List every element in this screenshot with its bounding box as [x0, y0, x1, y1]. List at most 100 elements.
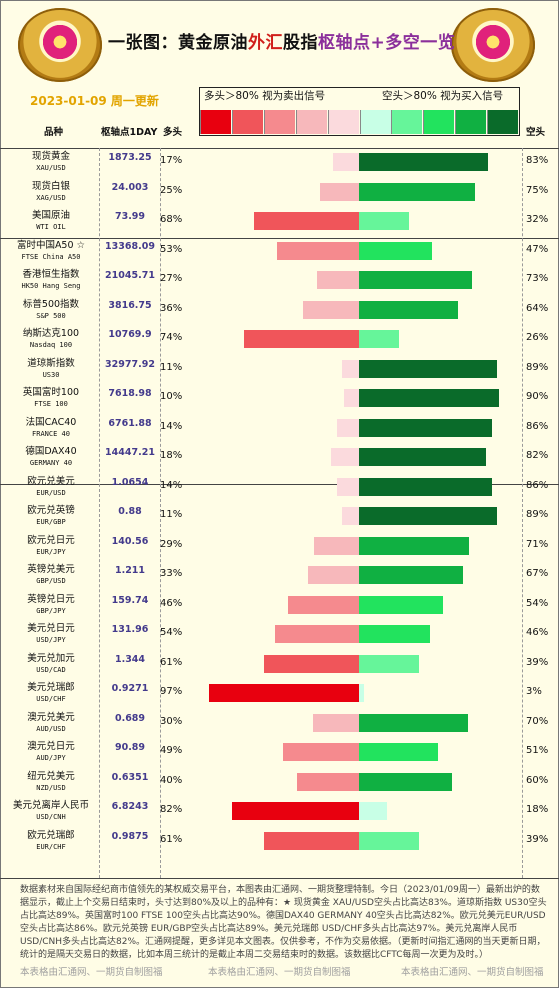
pivot-value: 3816.75	[108, 299, 152, 311]
instrument-code: EUR/USD	[36, 488, 66, 497]
title-part5: +多空一览	[370, 33, 456, 53]
instrument-name: 纳斯达克100	[22, 328, 80, 339]
long-percent: 11%	[160, 361, 183, 373]
pivot-value: 14447.21	[105, 447, 155, 458]
header-short: 空头	[526, 127, 546, 138]
instrument-name: 美元兑加元	[27, 652, 75, 664]
watermark-left: 本表格由汇通网、一期货自制图福	[20, 967, 163, 978]
row-name-cell: 美元兑离岸人民币 USD/CNH	[4, 800, 98, 822]
row-name-cell: 道琼斯指数 US30	[4, 358, 98, 380]
legend-swatch	[263, 110, 295, 134]
instrument-code: Nasdaq 100	[29, 341, 73, 349]
long-bar	[331, 448, 359, 466]
short-bar	[359, 448, 487, 466]
long-percent: 40%	[160, 774, 183, 786]
pivot-value: 0.9875	[111, 830, 149, 842]
row-name-cell: 欧元兑瑞郎 EUR/CHF	[4, 830, 98, 852]
instrument-code: FRANCE 40	[32, 429, 70, 438]
long-bar	[320, 182, 359, 201]
legend-swatch	[359, 110, 391, 134]
instrument-code: NZD/USD	[36, 783, 66, 792]
long-percent: 97%	[160, 686, 183, 697]
instrument-name: 纽元兑美元	[27, 770, 75, 782]
long-bar	[275, 625, 359, 643]
row-name-cell: 英镑兑日元 GBP/JPY	[4, 594, 98, 616]
update-date: 2023-01-09 周一更新	[30, 94, 159, 108]
legend-swatch	[327, 110, 359, 134]
footer-note: 数据素材来自国际经纪商市值领先的某权威交易平台，本图表由汇通网、一期货整理特制。…	[20, 885, 547, 960]
row-name-cell: 现货白银 XAG/USD	[4, 181, 98, 203]
short-bar	[359, 389, 499, 407]
instrument-code: EUR/GBP	[36, 518, 66, 526]
row-name-cell: 德国DAX40 GERMANY 40	[4, 446, 98, 468]
short-percent: 47%	[526, 243, 549, 255]
short-bar	[359, 212, 409, 230]
row-name-cell: 澳元兑美元 AUD/USD	[4, 712, 98, 734]
long-percent: 10%	[160, 391, 183, 402]
instrument-code: EUR/CHF	[36, 842, 66, 851]
long-bar	[307, 566, 359, 584]
long-percent: 18%	[160, 450, 183, 461]
long-bar	[317, 271, 359, 289]
row-name-cell: 法国CAC40 FRANCE 40	[4, 417, 98, 439]
row-name-cell: 美国原油 WTI OIL	[4, 210, 98, 232]
instrument-name: 美元兑瑞郎	[27, 682, 75, 693]
pivot-value: 1.0654	[111, 476, 149, 488]
watermark-right: 本表格由汇通网、一期货自制图福	[401, 967, 544, 978]
short-percent: 60%	[526, 774, 549, 786]
long-bar	[264, 831, 359, 850]
long-percent: 61%	[160, 833, 183, 845]
long-percent: 33%	[160, 568, 183, 579]
long-percent: 61%	[160, 656, 183, 668]
instrument-name: 欧元兑英镑	[27, 505, 75, 516]
long-percent: 25%	[160, 184, 183, 196]
instrument-name: 现货黄金	[31, 151, 70, 162]
instrument-name: 英镑兑日元	[27, 593, 75, 605]
long-percent: 68%	[160, 214, 183, 225]
short-bar	[359, 654, 420, 673]
watermark-center: 本表格由汇通网、一期货自制图福	[208, 967, 351, 978]
short-bar	[359, 477, 493, 496]
short-percent: 89%	[526, 361, 549, 373]
legend-swatch	[391, 110, 423, 134]
instrument-name: 澳元兑日元	[27, 741, 75, 752]
long-percent: 11%	[160, 509, 183, 520]
short-percent: 18%	[526, 804, 549, 815]
short-bar	[359, 536, 470, 555]
row-name-cell: 香港恒生指数 HK50 Hang Seng	[4, 269, 98, 291]
row-name-cell: 美元兑瑞郎 USD/CHF	[4, 682, 98, 704]
instrument-name: 英国富时100	[22, 387, 80, 398]
long-percent: 14%	[160, 479, 183, 491]
instrument-code: EUR/JPY	[36, 547, 66, 556]
long-bar	[312, 713, 359, 732]
table-bottom-line	[0, 878, 559, 879]
long-bar	[231, 802, 359, 820]
long-bar	[303, 300, 359, 319]
pivot-value: 73.99	[114, 211, 146, 222]
instrument-code: FTSE China A50	[21, 252, 81, 261]
instrument-name: 富时中国A50 ☆	[16, 239, 86, 251]
short-bar	[359, 359, 497, 378]
row-name-cell: 美元兑加元 USD/CAD	[4, 653, 98, 675]
instrument-name: 欧元兑瑞郎	[27, 829, 75, 841]
pivot-value: 21045.71	[105, 270, 155, 281]
row-name-cell: 澳元兑日元 AUD/JPY	[4, 741, 98, 763]
pivot-value: 24.003	[111, 181, 149, 193]
short-bar	[359, 153, 488, 171]
flower-icon	[40, 22, 80, 62]
long-bar	[337, 477, 359, 496]
instrument-code: FTSE 100	[34, 400, 68, 408]
short-percent: 3%	[526, 686, 542, 697]
short-bar	[359, 300, 459, 319]
short-bar	[359, 625, 431, 643]
gold-seal-logo-left	[18, 8, 102, 82]
short-percent: 82%	[526, 450, 549, 461]
instrument-name: 美元兑日元	[27, 623, 75, 634]
row-name-cell: 富时中国A50 ☆ FTSE China A50	[4, 240, 98, 262]
instrument-name: 美元兑离岸人民币	[12, 800, 89, 811]
long-percent: 36%	[160, 302, 183, 314]
instrument-code: XAU/USD	[36, 164, 66, 172]
short-percent: 39%	[526, 833, 549, 845]
long-bar	[297, 772, 359, 791]
row-name-cell: 标普500指数 S&P 500	[4, 299, 98, 321]
